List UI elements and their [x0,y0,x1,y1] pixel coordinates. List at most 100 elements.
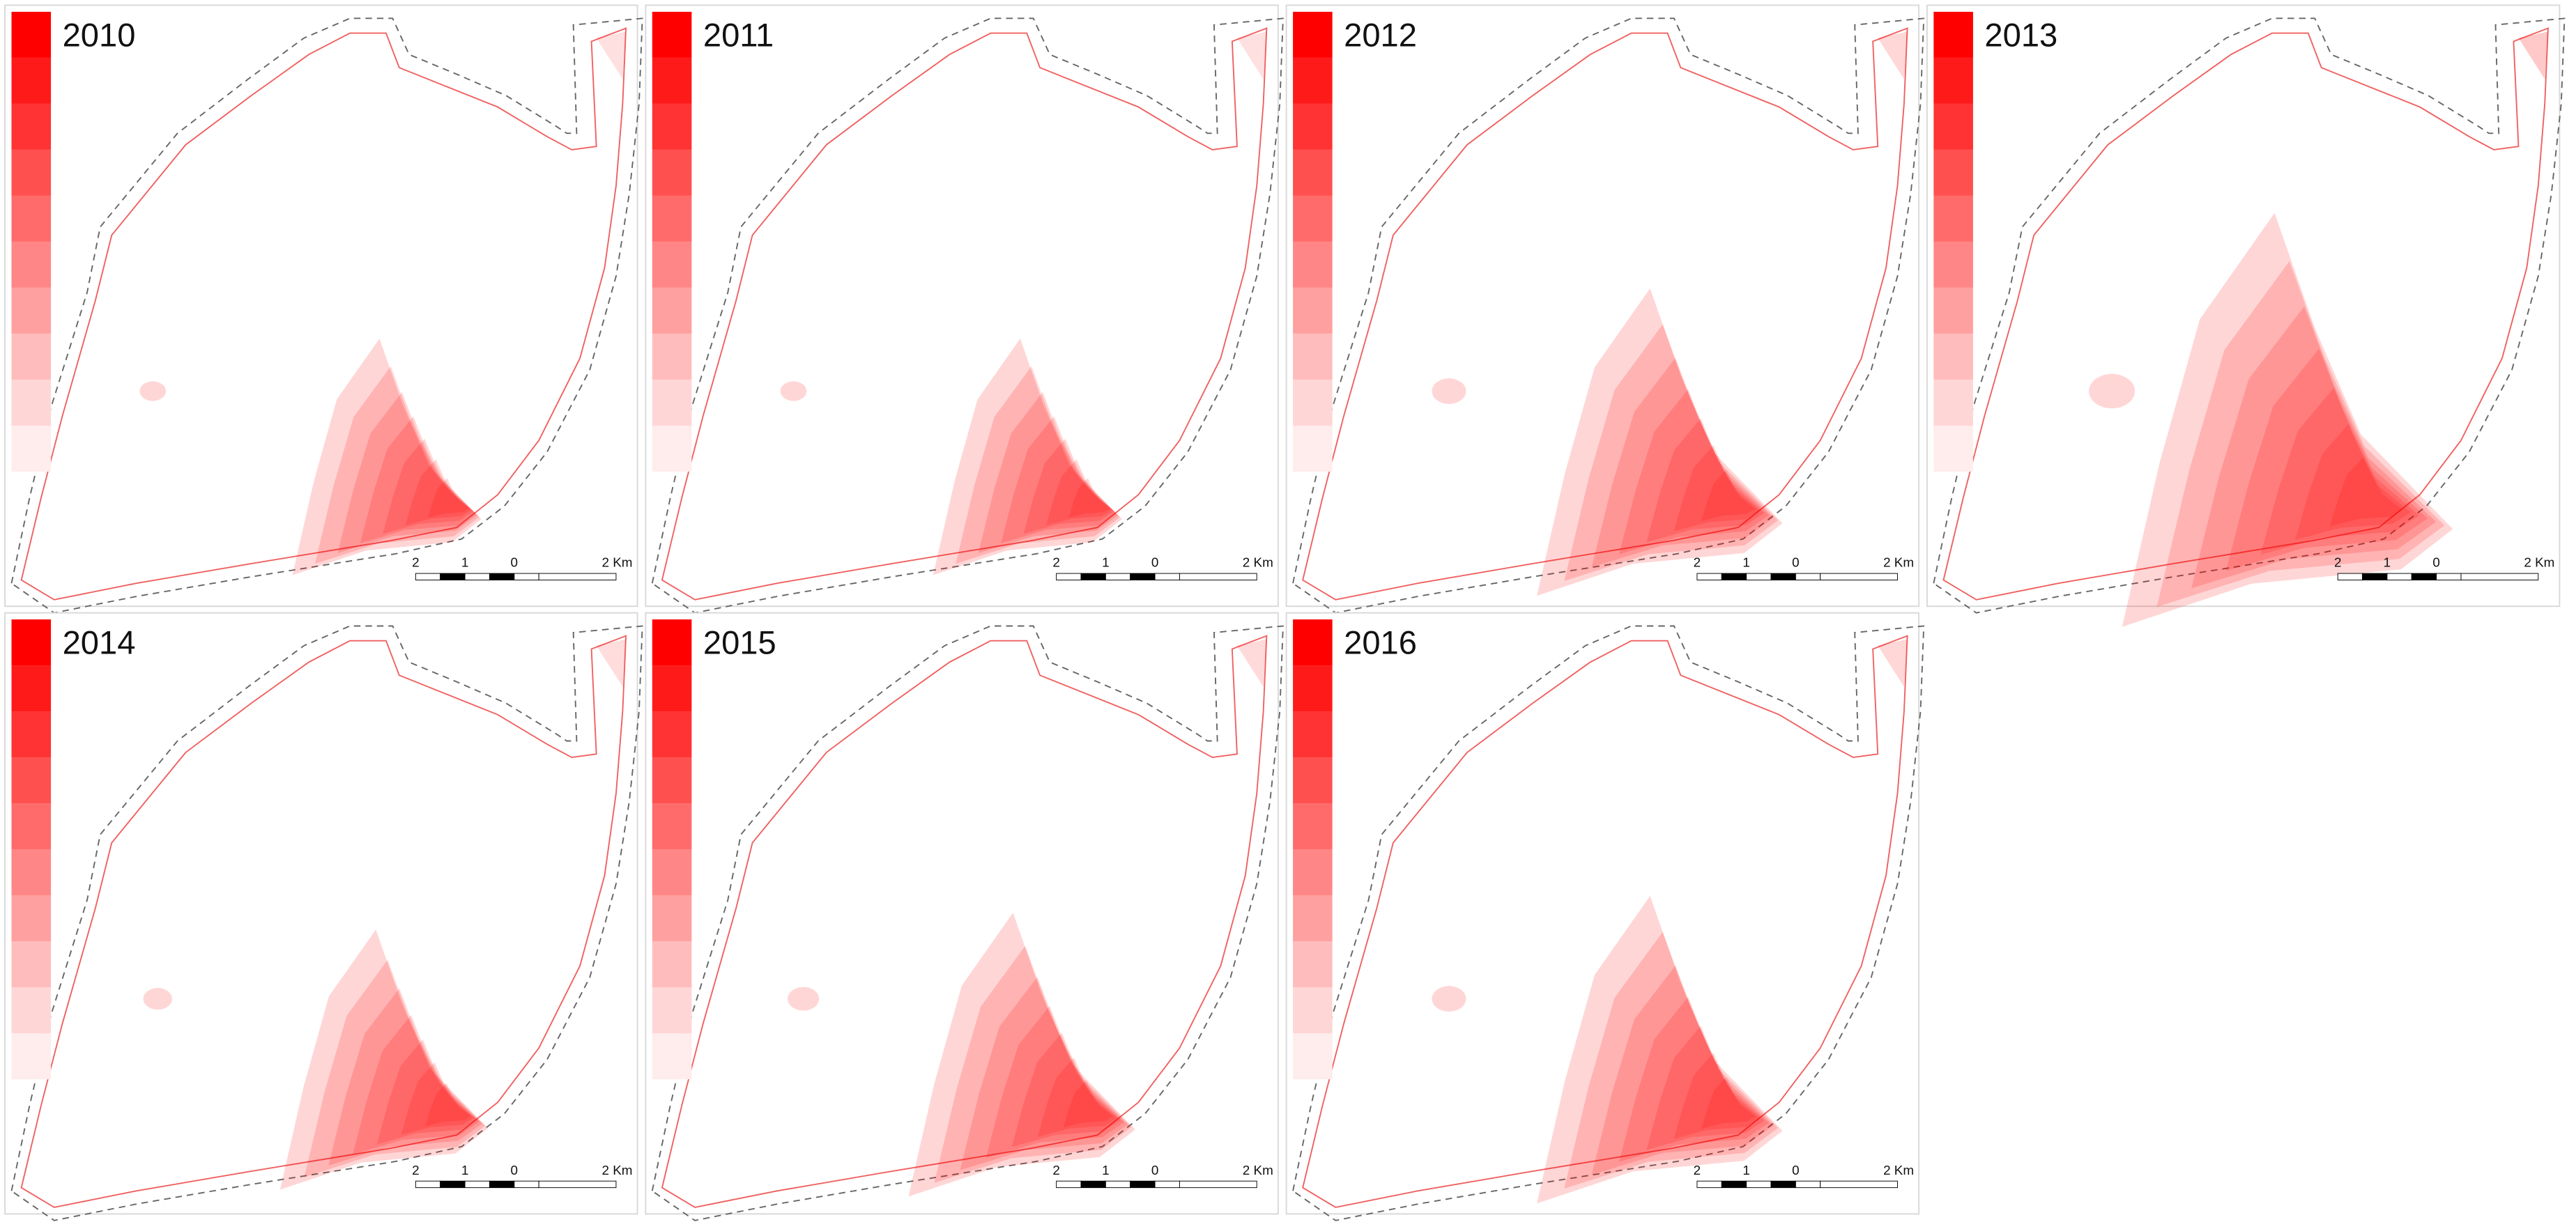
density-zone [1701,1077,1756,1129]
scale-label: 2 Km [602,1163,633,1177]
legend-swatch [1293,195,1333,242]
legend-swatch [11,149,52,196]
density-zone [1011,1033,1121,1147]
legend-swatch [1933,57,1973,104]
density-zone [1673,445,1760,532]
scale-segment [1746,1180,1772,1189]
scale-segment [1154,573,1180,580]
scale-label: 0 [1151,1163,1158,1177]
density-zone [143,988,173,1010]
legend-swatch [652,425,692,472]
scale-label: 1 [1742,555,1749,570]
legend-swatch [11,619,52,666]
legend-swatch [1293,711,1333,758]
legend-swatch [652,57,692,104]
density-zone [383,438,474,534]
density-zone [428,478,470,518]
scale-label: 2 [412,555,419,570]
scale-bar: 2 1 0 2 Km [412,555,633,580]
scale-bar: 2 1 0 2 Km [1052,1163,1273,1189]
scale-segment [489,1180,515,1189]
legend-swatch [652,757,692,804]
legend-swatch [11,895,52,942]
scale-segment [1820,573,1898,580]
scale-segment [2436,573,2462,580]
scale-label: 2 [412,1163,419,1177]
scale-segment [440,1180,466,1189]
legend-swatch [11,287,52,334]
scale-label: 2 Km [1243,1163,1273,1177]
coastline [661,635,1268,1208]
scale-segment [415,1180,441,1189]
density-zone [1619,389,1769,555]
density-zone [2122,212,2453,627]
density-zone [139,381,167,401]
density-zone [2518,31,2548,79]
legend-swatch [11,425,52,472]
scale-label: 0 [1151,555,1158,570]
scale-segment [538,1180,617,1189]
scale-segment [1721,573,1747,580]
legend-swatch [652,195,692,242]
density-zone [1673,1053,1760,1139]
density-zone [328,988,482,1166]
density-zone [1045,459,1112,526]
scale-label: 0 [511,555,518,570]
density-zone [2089,373,2136,409]
density-zone [788,987,820,1011]
legend-swatch [11,665,52,712]
scale-segment [1080,1180,1106,1189]
scale-segment [1105,573,1131,580]
scale-bar: 2 1 0 2 Km [1694,1163,1914,1189]
scale-label: 2 Km [1243,555,1273,570]
year-label: 2011 [703,16,774,53]
scale-bar: 2 1 0 2 Km [1694,555,1914,580]
legend-swatch [1933,11,1973,58]
legend-swatch [1293,803,1333,850]
legend-swatch [652,1033,692,1080]
scale-segment [464,1180,490,1189]
legend-swatch [1933,379,1973,426]
density-zone [1023,438,1114,534]
scale-segment [1746,573,1772,580]
scale-segment [1130,1180,1156,1189]
legend-swatch [1293,333,1333,380]
map-panel: 2011 2 1 0 2 Km [645,4,1284,614]
legend-swatch [11,711,52,758]
legend-swatch [652,619,692,666]
legend-swatch [11,803,52,850]
density-zone [2225,348,2428,571]
legend-swatch [1293,1033,1333,1080]
map-panel: 2016 2 1 0 2 Km [1285,612,1925,1221]
density-zone [2329,457,2403,527]
density-zone [1591,965,1774,1175]
scale-label: 0 [2432,555,2439,570]
scale-label: 0 [511,1163,518,1177]
legend-swatch [652,941,692,988]
density-zone [986,1005,1124,1159]
scale-label: 2 [1052,1163,1059,1177]
panel-frame [645,4,1279,608]
legend-swatch [652,895,692,942]
scale-segment [1770,573,1796,580]
scale-segment [1179,1180,1257,1189]
scale-label: 1 [461,1163,468,1177]
coastline [661,27,1268,601]
legend-swatch [1293,149,1333,196]
boundary [1292,625,1925,1221]
scale-segment [2411,573,2437,580]
legend-swatch [652,379,692,426]
boundary [651,17,1284,614]
scale-segment [1696,1180,1722,1189]
year-label: 2014 [63,624,136,661]
year-label: 2016 [1344,624,1417,661]
scale-label: 2 [1694,1163,1701,1177]
density-zone [956,366,1121,564]
boundary [651,625,1284,1221]
legend-swatch [652,241,692,288]
density-zone [1432,986,1466,1012]
legend-swatch [1293,619,1333,666]
boundary [1933,17,2566,614]
legend-swatch [1933,287,1973,334]
